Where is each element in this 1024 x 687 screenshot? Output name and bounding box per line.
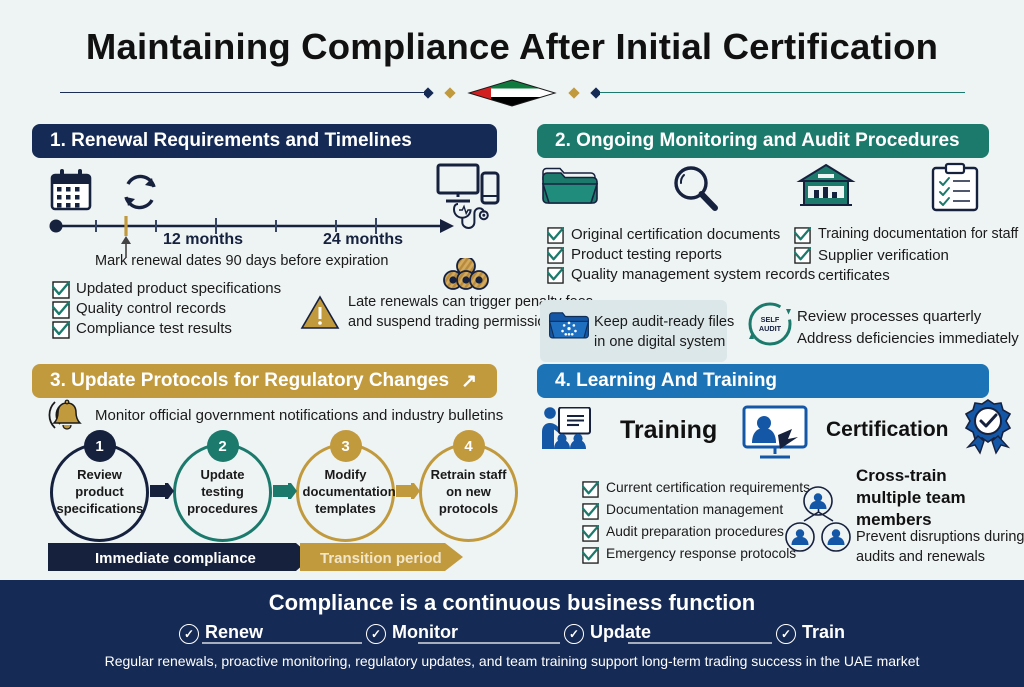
svg-text:AUDIT: AUDIT (759, 324, 782, 333)
svg-text:SELF: SELF (761, 315, 780, 324)
